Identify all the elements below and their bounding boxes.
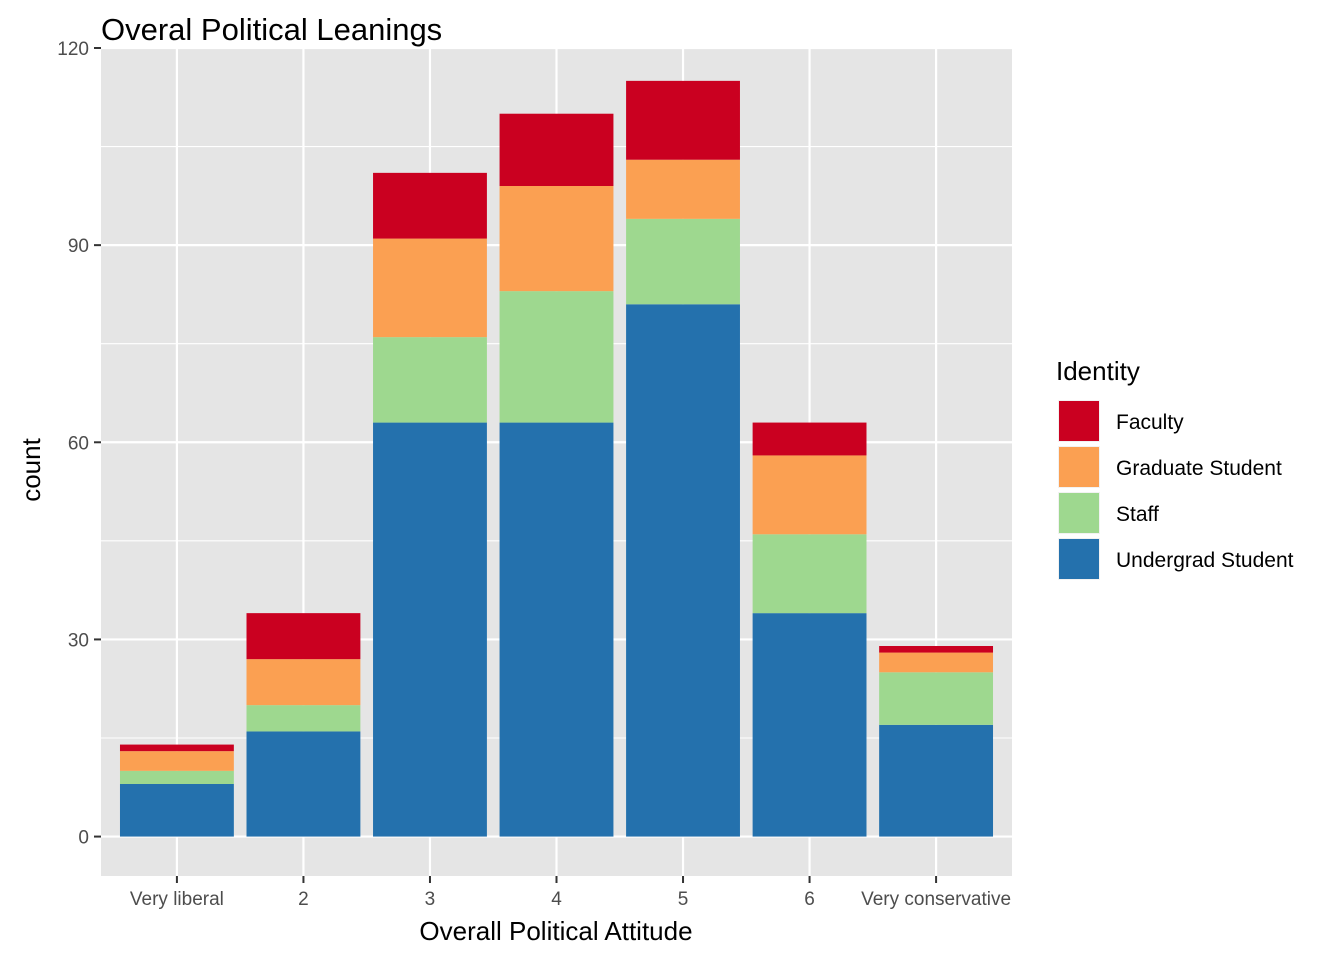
chart-title: Overal Political Leanings [101, 12, 442, 47]
y-tick-label: 90 [68, 236, 89, 257]
bar-staff-5 [752, 534, 867, 614]
legend-label: Undergrad Student [1116, 549, 1294, 572]
x-tick-label: 3 [425, 889, 436, 910]
axes-layer: 0 30 60 90 120 Very liberal 2 3 4 5 6 Very conserva… [57, 39, 1011, 910]
x-tick-label: Very liberal [130, 889, 224, 910]
x-tick-label: 4 [551, 889, 562, 910]
x-tick-label: Very conservative [861, 889, 1011, 910]
bar-graduate-student-4 [626, 159, 740, 219]
bar-faculty-3 [499, 113, 614, 186]
bar-faculty-5 [752, 422, 867, 456]
bar-undergrad-student-0 [119, 784, 234, 837]
bar-undergrad-student-6 [879, 724, 994, 837]
legend-swatch-graduate-student [1059, 447, 1099, 487]
bar-graduate-student-0 [119, 751, 234, 771]
x-axis-title: Overall Political Attitude [419, 916, 692, 946]
bar-faculty-4 [626, 80, 740, 160]
y-tick-label: 30 [68, 630, 89, 651]
bar-staff-3 [499, 291, 614, 423]
y-tick-label: 120 [57, 39, 89, 60]
legend-title: Identity [1056, 356, 1140, 386]
bar-staff-1 [246, 705, 361, 732]
bar-graduate-student-3 [499, 186, 614, 292]
bar-undergrad-student-2 [373, 422, 487, 837]
bar-undergrad-student-4 [626, 304, 740, 837]
bar-faculty-2 [373, 172, 487, 239]
legend-swatch-undergrad-student [1059, 539, 1099, 579]
legend: Identity Faculty Graduate Student Staff Und… [1056, 356, 1294, 580]
y-tick-label: 60 [68, 433, 89, 454]
bar-graduate-student-2 [373, 238, 487, 338]
legend-label: Faculty [1116, 411, 1184, 434]
bar-undergrad-student-3 [499, 422, 614, 837]
bar-graduate-student-5 [752, 455, 867, 535]
bar-graduate-student-6 [879, 652, 994, 673]
y-tick-label: 0 [78, 828, 89, 849]
bar-faculty-1 [246, 613, 361, 660]
bar-staff-0 [119, 770, 234, 784]
x-tick-label: 2 [298, 889, 309, 910]
bar-staff-2 [373, 337, 487, 423]
legend-swatch-faculty [1059, 401, 1099, 441]
bar-faculty-6 [879, 646, 994, 653]
x-tick-label: 6 [804, 889, 815, 910]
bar-faculty-0 [119, 744, 234, 752]
legend-swatch-staff [1059, 493, 1099, 533]
bar-undergrad-student-5 [752, 613, 867, 837]
y-axis-title: count [16, 437, 46, 501]
legend-label: Staff [1116, 503, 1159, 526]
bar-graduate-student-1 [246, 659, 361, 706]
x-tick-label: 5 [678, 889, 689, 910]
legend-label: Graduate Student [1116, 457, 1282, 480]
bar-staff-6 [879, 672, 994, 725]
bars-layer [119, 80, 994, 837]
bar-undergrad-student-1 [246, 731, 361, 837]
bar-staff-4 [626, 218, 740, 305]
